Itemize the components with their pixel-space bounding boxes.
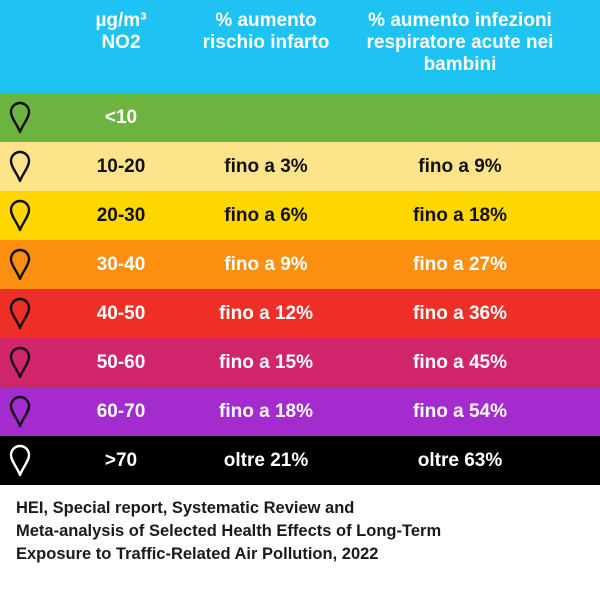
header-infarto-line2: rischio infarto: [202, 32, 330, 53]
row-infarto-value: fino a 3%: [224, 156, 308, 177]
table-row: <10: [0, 93, 600, 142]
source-line-1: HEI, Special report, Systematic Review a…: [16, 499, 355, 517]
row-infarto-value: fino a 18%: [219, 401, 313, 422]
header-infezioni-line3: bambini: [423, 54, 497, 75]
table-row: >70 oltre 21% oltre 63%: [0, 436, 600, 485]
row-infezioni-value: fino a 9%: [418, 156, 502, 177]
source-line-3: Exposure to Traffic-Related Air Pollutio…: [16, 545, 379, 563]
row-infarto-value: fino a 6%: [224, 205, 308, 226]
header-infezioni-line2: respiratore acute nei: [366, 32, 554, 53]
row-infezioni-value: fino a 18%: [413, 205, 507, 226]
location-pin-icon: [9, 101, 31, 134]
header-concentration: µg/m³ NO2: [72, 10, 170, 54]
row-infarto-value: fino a 12%: [219, 303, 313, 324]
location-pin-icon: [9, 346, 31, 379]
row-infezioni-value: [355, 93, 565, 142]
row-infezioni-value: fino a 45%: [413, 352, 507, 373]
row-infezioni-value: fino a 27%: [413, 254, 507, 275]
header-infarto-line1: % aumento: [215, 10, 317, 31]
row-infarto-value: fino a 15%: [219, 352, 313, 373]
table-row: 40-50 fino a 12% fino a 36%: [0, 289, 600, 338]
table-row: 50-60 fino a 15% fino a 45%: [0, 338, 600, 387]
row-infezioni-value: fino a 54%: [413, 401, 507, 422]
row-range: 60-70: [96, 401, 146, 422]
location-pin-icon: [9, 444, 31, 477]
header-concentration-pollutant: NO2: [101, 32, 141, 53]
header-infarto: % aumento rischio infarto: [185, 10, 347, 54]
header-concentration-unit: µg/m³: [95, 10, 147, 31]
source-line-2: Meta-analysis of Selected Health Effects…: [16, 522, 442, 540]
table-row: 60-70 fino a 18% fino a 54%: [0, 387, 600, 436]
table-header: µg/m³ NO2 % aumento rischio infarto % au…: [0, 0, 600, 93]
table-row: 30-40 fino a 9% fino a 27%: [0, 240, 600, 289]
row-infarto-value: fino a 9%: [224, 254, 308, 275]
location-pin-icon: [9, 199, 31, 232]
row-range: 40-50: [96, 303, 146, 324]
header-infezioni-line1: % aumento infezioni: [368, 10, 552, 31]
location-pin-icon: [9, 150, 31, 183]
location-pin-icon: [9, 395, 31, 428]
location-pin-icon: [9, 248, 31, 281]
row-range: 50-60: [96, 352, 146, 373]
row-infezioni-value: oltre 63%: [417, 450, 503, 471]
row-range: 10-20: [96, 156, 146, 177]
row-infezioni-value: fino a 36%: [413, 303, 507, 324]
source-citation: HEI, Special report, Systematic Review a…: [16, 497, 586, 566]
table-row: 20-30 fino a 6% fino a 18%: [0, 191, 600, 240]
row-infarto-value: [185, 93, 347, 142]
row-range: >70: [104, 450, 138, 471]
row-range: <10: [104, 107, 138, 128]
row-range: 20-30: [96, 205, 146, 226]
row-range: 30-40: [96, 254, 146, 275]
location-pin-icon: [9, 297, 31, 330]
row-infarto-value: oltre 21%: [223, 450, 309, 471]
header-infezioni: % aumento infezioni respiratore acute ne…: [355, 10, 565, 76]
table-row: 10-20 fino a 3% fino a 9%: [0, 142, 600, 191]
